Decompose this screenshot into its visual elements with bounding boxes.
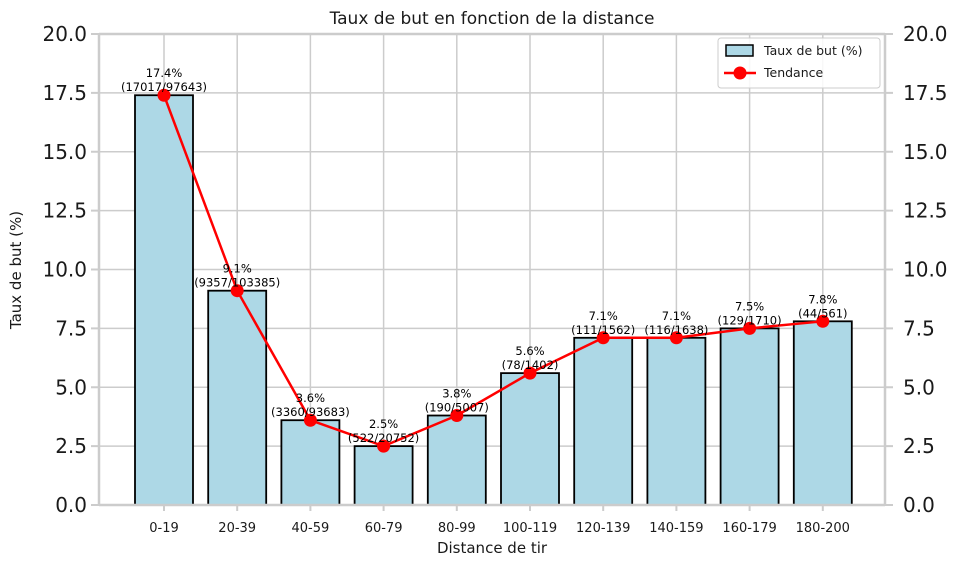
bar xyxy=(426,414,487,506)
right-tick-label: 2.5 xyxy=(903,434,935,458)
bar-label-percent: 7.1% xyxy=(589,309,618,323)
bar-label-percent: 3.8% xyxy=(442,387,471,401)
chart-title: Taux de but en fonction de la distance xyxy=(329,9,655,29)
x-tick-label: 80-99 xyxy=(438,521,476,536)
left-tick-label: 17.5 xyxy=(42,81,87,105)
bar xyxy=(134,94,194,506)
bar-label-counts: (78/1402) xyxy=(502,358,559,372)
trend-point xyxy=(523,366,537,380)
legend-bar-label: Taux de but (%) xyxy=(763,43,862,58)
right-tick-label: 5.0 xyxy=(903,375,935,399)
right-tick-label: 12.5 xyxy=(903,199,948,223)
bar xyxy=(280,419,341,506)
left-tick-label: 5.0 xyxy=(55,375,87,399)
left-tick-label: 10.0 xyxy=(42,258,87,282)
x-tick-label: 160-179 xyxy=(722,521,776,536)
bar-label-counts: (9357/103385) xyxy=(194,276,280,290)
y-axis-label: Taux de but (%) xyxy=(7,211,25,330)
x-axis-label: Distance de tir xyxy=(437,539,548,557)
bar-label-percent: 17.4% xyxy=(146,66,183,80)
bar-label-percent: 5.6% xyxy=(515,344,544,358)
trend-point xyxy=(377,439,391,453)
bar-label-counts: (522/20752) xyxy=(348,431,419,445)
left-y-ticks: 0.0 2.5 5.0 7.5 10.0 12.5 15.0 17.5 20.0 xyxy=(42,22,99,517)
right-tick-label: 17.5 xyxy=(903,81,948,105)
bar-label-counts: (17017/97643) xyxy=(121,80,207,94)
bar xyxy=(792,320,853,506)
left-tick-label: 2.5 xyxy=(55,434,87,458)
trend-point xyxy=(450,409,464,423)
x-tick-label: 120-139 xyxy=(576,521,630,536)
x-tick-label: 20-39 xyxy=(218,521,256,536)
bar-label-percent: 2.5% xyxy=(369,417,398,431)
left-tick-label: 12.5 xyxy=(42,199,87,223)
right-tick-label: 10.0 xyxy=(903,258,948,282)
axes xyxy=(97,32,887,507)
trend-point xyxy=(157,88,171,102)
left-tick-label: 15.0 xyxy=(42,140,87,164)
bar-label-percent: 9.1% xyxy=(223,262,252,276)
left-tick-label: 20.0 xyxy=(42,22,87,46)
x-tick-label: 40-59 xyxy=(292,521,330,536)
trend-point xyxy=(230,284,244,298)
bar-label-counts: (190/5007) xyxy=(425,401,489,415)
bar-label-percent: 7.5% xyxy=(735,299,764,313)
bar-label-counts: (3360/93683) xyxy=(271,405,350,419)
trend-point xyxy=(303,413,317,427)
right-y-ticks: 0.0 2.5 5.0 7.5 10.0 12.5 15.0 17.5 20.0 xyxy=(885,22,948,517)
bar xyxy=(573,336,634,506)
trend-line xyxy=(162,94,823,448)
x-tick-label: 180-200 xyxy=(796,521,850,536)
trend-point xyxy=(596,331,610,345)
x-tick-label: 0-19 xyxy=(149,521,179,536)
right-tick-label: 0.0 xyxy=(903,493,935,517)
legend-bar-swatch xyxy=(725,44,754,57)
bar xyxy=(719,327,780,506)
legend: Taux de but (%) Tendance xyxy=(717,37,881,89)
bar xyxy=(646,336,707,506)
x-tick-label: 140-159 xyxy=(649,521,703,536)
legend-line-label: Tendance xyxy=(763,65,824,80)
bar-label-percent: 3.6% xyxy=(296,391,325,405)
bar xyxy=(500,372,560,506)
x-ticks: 0-19 20-39 40-59 60-79 80-99 100-119 120-139 14… xyxy=(149,505,850,536)
right-tick-label: 20.0 xyxy=(903,22,948,46)
trend-point xyxy=(743,321,757,335)
bar-label-percent: 7.1% xyxy=(662,309,691,323)
left-tick-label: 0.0 xyxy=(55,493,87,517)
left-tick-label: 7.5 xyxy=(55,316,87,340)
bar-label-counts: (44/561) xyxy=(798,306,847,320)
trend-point xyxy=(669,331,683,345)
trend-line-group xyxy=(157,88,830,453)
legend-line-marker xyxy=(733,66,747,80)
x-tick-label: 100-119 xyxy=(503,521,557,536)
x-tick-label: 60-79 xyxy=(365,521,403,536)
right-tick-label: 15.0 xyxy=(903,140,948,164)
bar-label-percent: 7.8% xyxy=(808,292,837,306)
legend-frame xyxy=(717,37,881,89)
bars xyxy=(134,94,853,506)
bar-label-counts: (111/1562) xyxy=(571,323,635,337)
bar-labels: 17.4%(17017/97643)9.1%(9357/103385)3.6%(… xyxy=(121,66,848,445)
trend-point xyxy=(816,314,830,328)
right-tick-label: 7.5 xyxy=(903,316,935,340)
bar xyxy=(207,289,268,506)
bar-label-counts: (129/1710) xyxy=(718,313,782,327)
bar-label-counts: (116/1638) xyxy=(644,323,708,337)
bar xyxy=(353,445,414,506)
